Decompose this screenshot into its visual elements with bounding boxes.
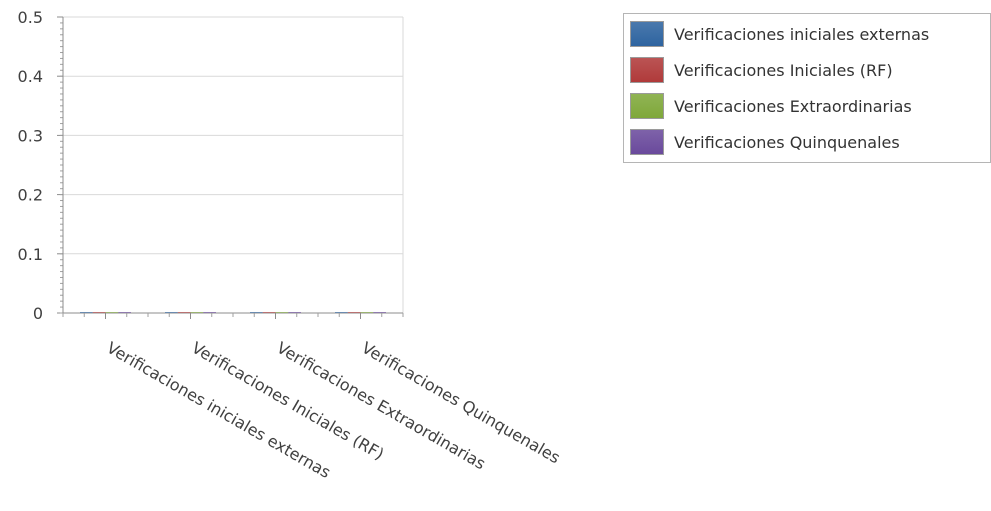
bar: [275, 312, 289, 313]
legend-item: Verificaciones Quinquenales: [630, 127, 900, 157]
bar: [177, 312, 191, 313]
y-tick-label: 0.4: [18, 67, 43, 86]
legend-swatch: [630, 57, 664, 83]
legend-item: Verificaciones Iniciales (RF): [630, 55, 893, 85]
bar: [92, 312, 106, 313]
bar: [262, 312, 276, 313]
bar: [203, 312, 216, 313]
legend-label: Verificaciones iniciales externas: [674, 24, 930, 44]
x-axis: Verificaciones iniciales externasVerific…: [62, 312, 563, 482]
bars: [80, 312, 386, 313]
bar: [360, 312, 374, 313]
bar: [347, 312, 361, 313]
legend-swatch: [630, 21, 664, 47]
bar: [105, 312, 119, 313]
y-tick-label: 0.3: [18, 126, 43, 145]
legend-swatch: [630, 129, 664, 155]
y-tick-label: 0.5: [18, 8, 43, 27]
y-tick-label: 0.1: [18, 245, 43, 264]
plot-area: [63, 16, 404, 314]
bar: [190, 312, 204, 313]
legend-label: Verificaciones Iniciales (RF): [674, 60, 893, 80]
legend-label: Verificaciones Quinquenales: [674, 132, 900, 152]
bar: [335, 312, 348, 313]
bar: [288, 312, 301, 313]
bar: [165, 312, 178, 313]
y-tick-label: 0: [33, 304, 43, 323]
bar: [250, 312, 263, 313]
y-tick-label: 0.2: [18, 186, 43, 205]
bar: [80, 312, 93, 313]
y-axis: 0 0.1 0.2 0.3 0.4 0.5: [18, 8, 64, 323]
legend: Verificaciones iniciales externas Verific…: [623, 13, 991, 163]
legend-swatch: [630, 93, 664, 119]
bar: [118, 312, 131, 313]
bar: [373, 312, 386, 313]
legend-item: Verificaciones Extraordinarias: [630, 91, 912, 121]
legend-label: Verificaciones Extraordinarias: [674, 96, 912, 116]
legend-item: Verificaciones iniciales externas: [630, 19, 929, 49]
